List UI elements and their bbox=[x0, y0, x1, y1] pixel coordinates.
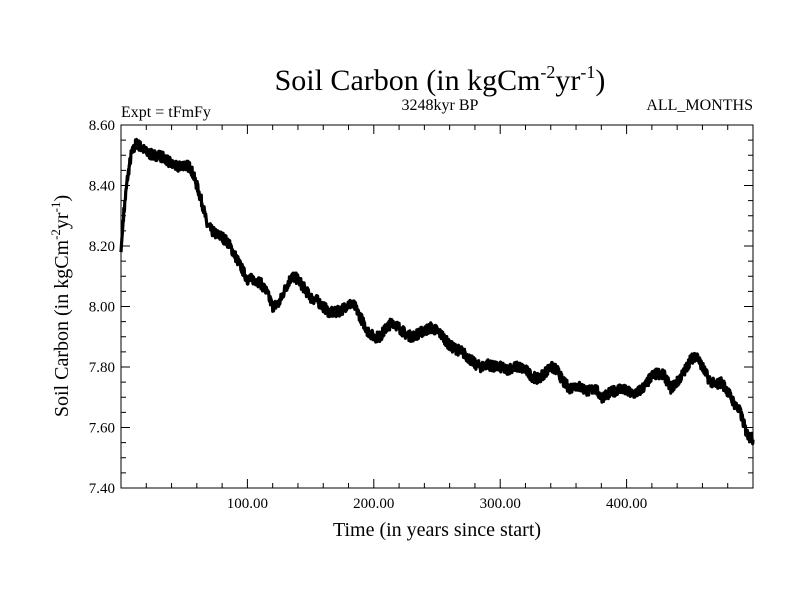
tick-labels: 100.00 200.00 300.00 400.00 7.40 7.60 7.80 8.00… bbox=[89, 118, 647, 512]
y-tick-label: 7.60 bbox=[89, 421, 115, 437]
y-tick-label: 8.60 bbox=[89, 118, 115, 134]
plot-frame bbox=[120, 124, 754, 489]
x-tick-label: 300.00 bbox=[480, 496, 521, 512]
series-line-soil-carbon bbox=[119, 137, 755, 446]
y-tick-label: 7.40 bbox=[89, 481, 115, 497]
y-tick-label: 7.80 bbox=[89, 360, 115, 376]
x-axis-label: Time (in years since start) bbox=[333, 519, 541, 541]
y-axis-label: Soil Carbon (in kgCm-2yr-1) bbox=[48, 195, 73, 417]
chart-title: Soil Carbon (in kgCm-2yr-1) bbox=[275, 62, 606, 97]
y-tick-label: 8.40 bbox=[89, 179, 115, 195]
x-tick-label: 100.00 bbox=[227, 496, 268, 512]
experiment-label: Expt = tFmFy bbox=[121, 104, 211, 121]
y-tick-label: 8.20 bbox=[89, 239, 115, 255]
months-label: ALL_MONTHS bbox=[646, 97, 753, 114]
period-label: 3248kyr BP bbox=[402, 97, 479, 114]
y-tick-label: 8.00 bbox=[89, 300, 115, 316]
x-tick-label: 200.00 bbox=[353, 496, 394, 512]
axis-ticks bbox=[121, 125, 753, 488]
x-tick-label: 400.00 bbox=[606, 496, 647, 512]
